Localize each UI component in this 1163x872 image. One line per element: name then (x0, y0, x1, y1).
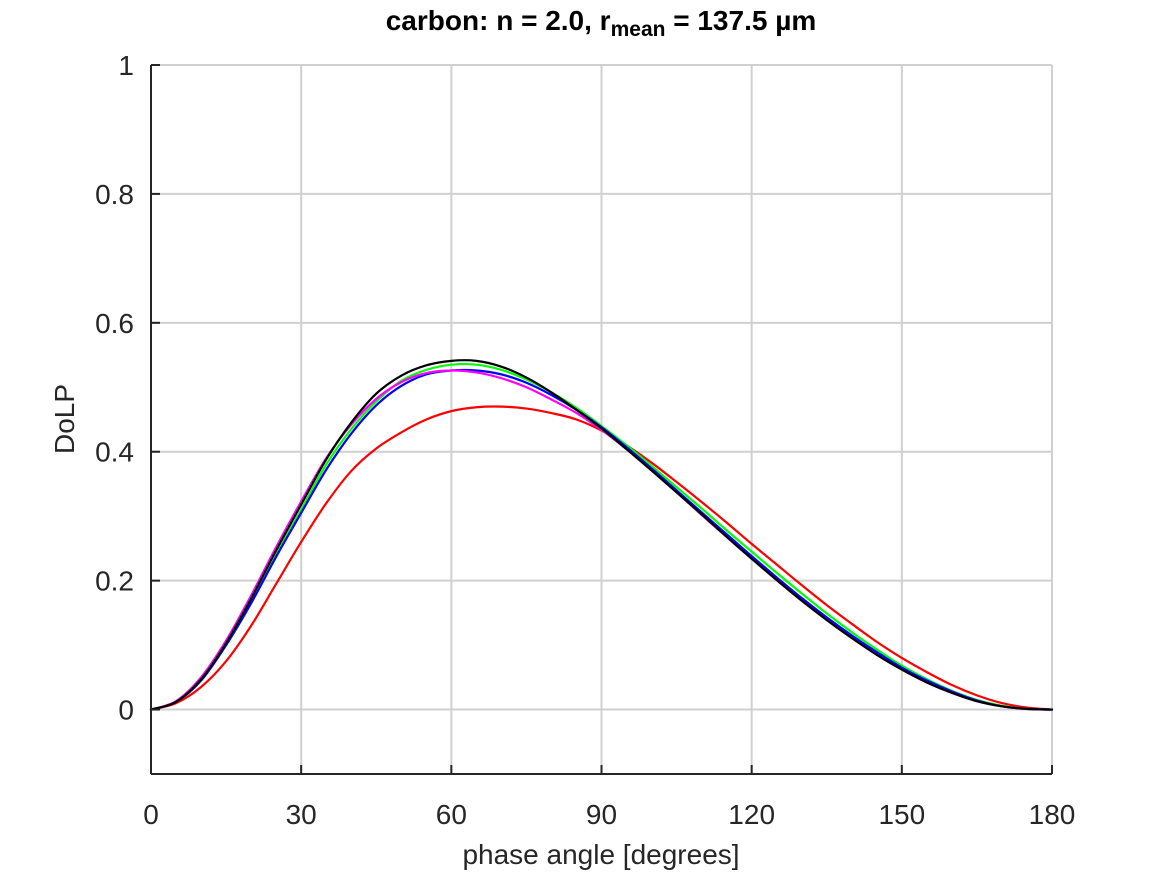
x-tick-label: 0 (143, 799, 159, 830)
y-tick-label: 0 (118, 695, 134, 726)
y-axis-ticks: 0 0.2 0.4 0.6 0.8 1 (95, 50, 160, 726)
x-tick-label: 60 (436, 799, 467, 830)
x-tick-label: 150 (878, 799, 925, 830)
chart-title-prefix: carbon: n = 2.0, r (386, 5, 611, 36)
y-tick-label: 1 (118, 50, 134, 81)
x-tick-label: 90 (586, 799, 617, 830)
x-axis-ticks: 0 30 60 90 120 150 180 (143, 765, 1075, 830)
x-tick-label: 120 (728, 799, 775, 830)
chart-title-subscript: mean (611, 18, 666, 41)
grid-lines (150, 64, 1053, 774)
y-tick-label: 0.2 (95, 566, 134, 597)
y-tick-label: 0.4 (95, 437, 134, 468)
y-tick-label: 0.6 (95, 308, 134, 339)
x-tick-label: 30 (286, 799, 317, 830)
chart-title-suffix: = 137.5 µm (665, 5, 816, 36)
x-tick-label: 180 (1029, 799, 1076, 830)
y-axis-label: DoLP (49, 384, 80, 454)
data-series (149, 359, 1054, 711)
x-axis-label: phase angle [degrees] (462, 839, 739, 870)
series-line-black (149, 359, 1054, 711)
chart-title: carbon: n = 2.0, rmean = 137.5 µm (386, 5, 817, 41)
y-tick-label: 0.8 (95, 179, 134, 210)
